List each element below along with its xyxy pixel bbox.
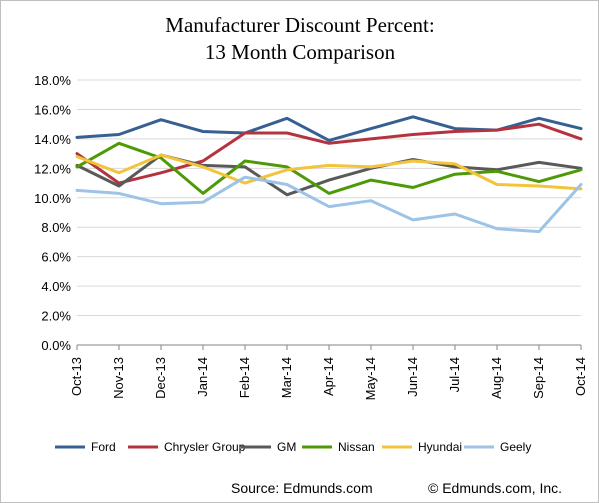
legend-label: Chrysler Group (164, 440, 246, 454)
legend-label: Geely (500, 440, 531, 454)
y-axis-ticks: 0.0% 2.0% 4.0% 6.0% 8.0% 10.0% 12.0% 14.0% 16.0%… (34, 73, 71, 353)
copyright-note: © Edmunds.com, Inc. (428, 480, 562, 496)
source-note: Source: Edmunds.com (231, 480, 373, 496)
gridlines (77, 79, 581, 346)
series-line-nissan (75, 141, 583, 195)
x-tick-label: Sep-14 (531, 357, 546, 399)
x-axis-ticks: Oct-13 Nov-13 Dec-13 Jan-14 Feb-14 Mar-14 Apr-… (69, 345, 588, 400)
x-tick-label: Jan-14 (195, 357, 210, 397)
chart-title-line-1: Manufacturer Discount Percent: (165, 13, 434, 37)
x-tick-label: May-14 (363, 357, 378, 400)
legend-label: Nissan (338, 440, 375, 454)
series-line-chrysler-group (75, 122, 583, 185)
legend-label: GM (277, 440, 296, 454)
x-tick-label: Dec-13 (153, 357, 168, 399)
y-tick-label: 6.0% (41, 250, 71, 265)
y-tick-label: 2.0% (41, 309, 71, 324)
series-line-geely (75, 175, 583, 234)
x-tick-label: Feb-14 (237, 357, 252, 398)
x-tick-label: Jun-14 (405, 357, 420, 397)
x-tick-label: Aug-14 (489, 357, 504, 399)
x-tick-label: Oct-13 (69, 357, 84, 396)
legend-label: Hyundai (418, 440, 462, 454)
y-tick-label: 14.0% (34, 132, 71, 147)
y-tick-label: 0.0% (41, 338, 71, 353)
y-tick-label: 16.0% (34, 102, 71, 117)
x-tick-label: Mar-14 (279, 357, 294, 398)
series-line-hyundai (75, 153, 583, 191)
y-tick-label: 8.0% (41, 220, 71, 235)
y-tick-label: 4.0% (41, 279, 71, 294)
x-tick-label: Oct-14 (573, 357, 588, 396)
y-tick-label: 10.0% (34, 191, 71, 206)
y-tick-label: 12.0% (34, 161, 71, 176)
y-tick-label: 18.0% (34, 73, 71, 88)
series-lines (75, 115, 583, 234)
legend: Ford Chrysler Group GM Nissan Hyundai Geely (55, 440, 531, 454)
x-tick-label: Jul-14 (447, 357, 462, 392)
chart-title-line-2: 13 Month Comparison (205, 40, 396, 64)
x-tick-label: Apr-14 (321, 357, 336, 396)
legend-label: Ford (91, 440, 116, 454)
x-tick-label: Nov-13 (111, 357, 126, 399)
